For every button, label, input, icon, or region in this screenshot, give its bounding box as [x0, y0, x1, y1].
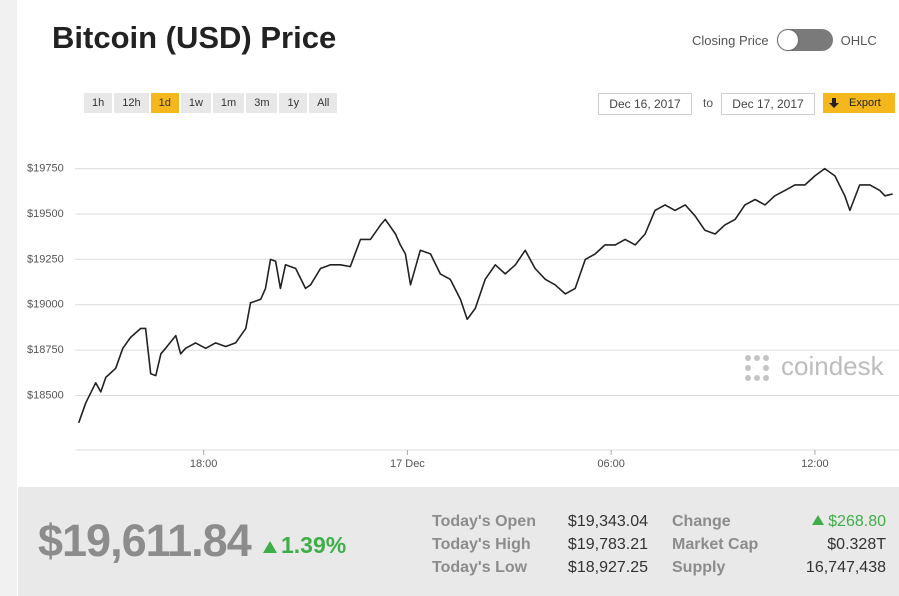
current-price: $19,611.84: [38, 515, 252, 566]
x-tick-label: 06:00: [597, 458, 625, 470]
up-arrow: [263, 540, 277, 553]
y-tick-label: $18500: [27, 389, 64, 401]
range-button[interactable]: 1w: [180, 93, 211, 113]
to-label: to: [703, 96, 714, 110]
range-button[interactable]: 3m: [246, 93, 278, 113]
up-arrow: [812, 515, 825, 525]
y-tick-label: $18750: [27, 344, 64, 356]
range-button[interactable]: 12h: [114, 93, 149, 113]
x-tick-label: 18:00: [190, 458, 218, 470]
stat-value: $19,783.21: [567, 536, 648, 553]
change-percent: 1.39%: [261, 532, 346, 559]
export-icon: [829, 98, 839, 108]
y-tick-label: $19500: [27, 208, 64, 220]
stat-label: Supply: [672, 559, 726, 576]
stat-label: Today's High: [432, 536, 531, 553]
stat-label: Today's Open: [432, 513, 536, 530]
watermark-text: coindesk: [781, 351, 885, 381]
stat-value: $19,343.04: [567, 513, 648, 530]
range-button[interactable]: 1d: [150, 93, 179, 113]
date-from[interactable]: Dec 16, 2017: [598, 93, 692, 115]
y-tick-label: $19750: [27, 163, 64, 175]
change-percent-text: 1.39%: [281, 532, 347, 558]
stat-label: Change: [672, 513, 731, 530]
export-label: Export: [849, 97, 881, 109]
stat-value: $268.80: [778, 510, 886, 533]
chart: coindesk $18500 $18750 $19000 $19250 $19500 $…: [27, 163, 899, 470]
export-button[interactable]: Export: [823, 93, 895, 113]
page-title: Bitcoin (USD) Price: [52, 20, 337, 55]
x-tick-label: 17 Dec: [390, 458, 425, 470]
stat-label: Today's Low: [432, 559, 528, 576]
range-button[interactable]: 1m: [212, 93, 245, 113]
stats-panel: $19,611.84 1.39% Today's Open $19,343.04 C…: [18, 487, 899, 596]
x-tick-label: 12:00: [801, 458, 829, 470]
date-to[interactable]: Dec 17, 2017: [721, 93, 815, 115]
y-tick-label: $19000: [27, 299, 64, 311]
side-bar: [0, 0, 17, 596]
range-button[interactable]: 1h: [84, 93, 113, 113]
watermark: coindesk: [745, 351, 885, 381]
stat-value: 16,747,438: [805, 559, 886, 576]
toggle-switch[interactable]: [776, 29, 833, 51]
range-button[interactable]: 1y: [279, 93, 308, 113]
toggle-label: Closing Price: [692, 32, 769, 48]
stat-label: Market Cap: [672, 536, 759, 553]
range-buttons: 1h 12h 1d 1w 1m 3m 1y All: [84, 93, 339, 113]
range-button[interactable]: All: [309, 93, 338, 113]
toggle-label: OHLC: [840, 32, 877, 48]
chart-toggle[interactable]: Closing Price OHLC: [692, 28, 877, 52]
stat-value: $18,927.25: [567, 559, 648, 576]
price-line: [77, 167, 893, 424]
y-tick-label: $19250: [27, 253, 64, 265]
stat-value: $0.328T: [827, 536, 886, 553]
